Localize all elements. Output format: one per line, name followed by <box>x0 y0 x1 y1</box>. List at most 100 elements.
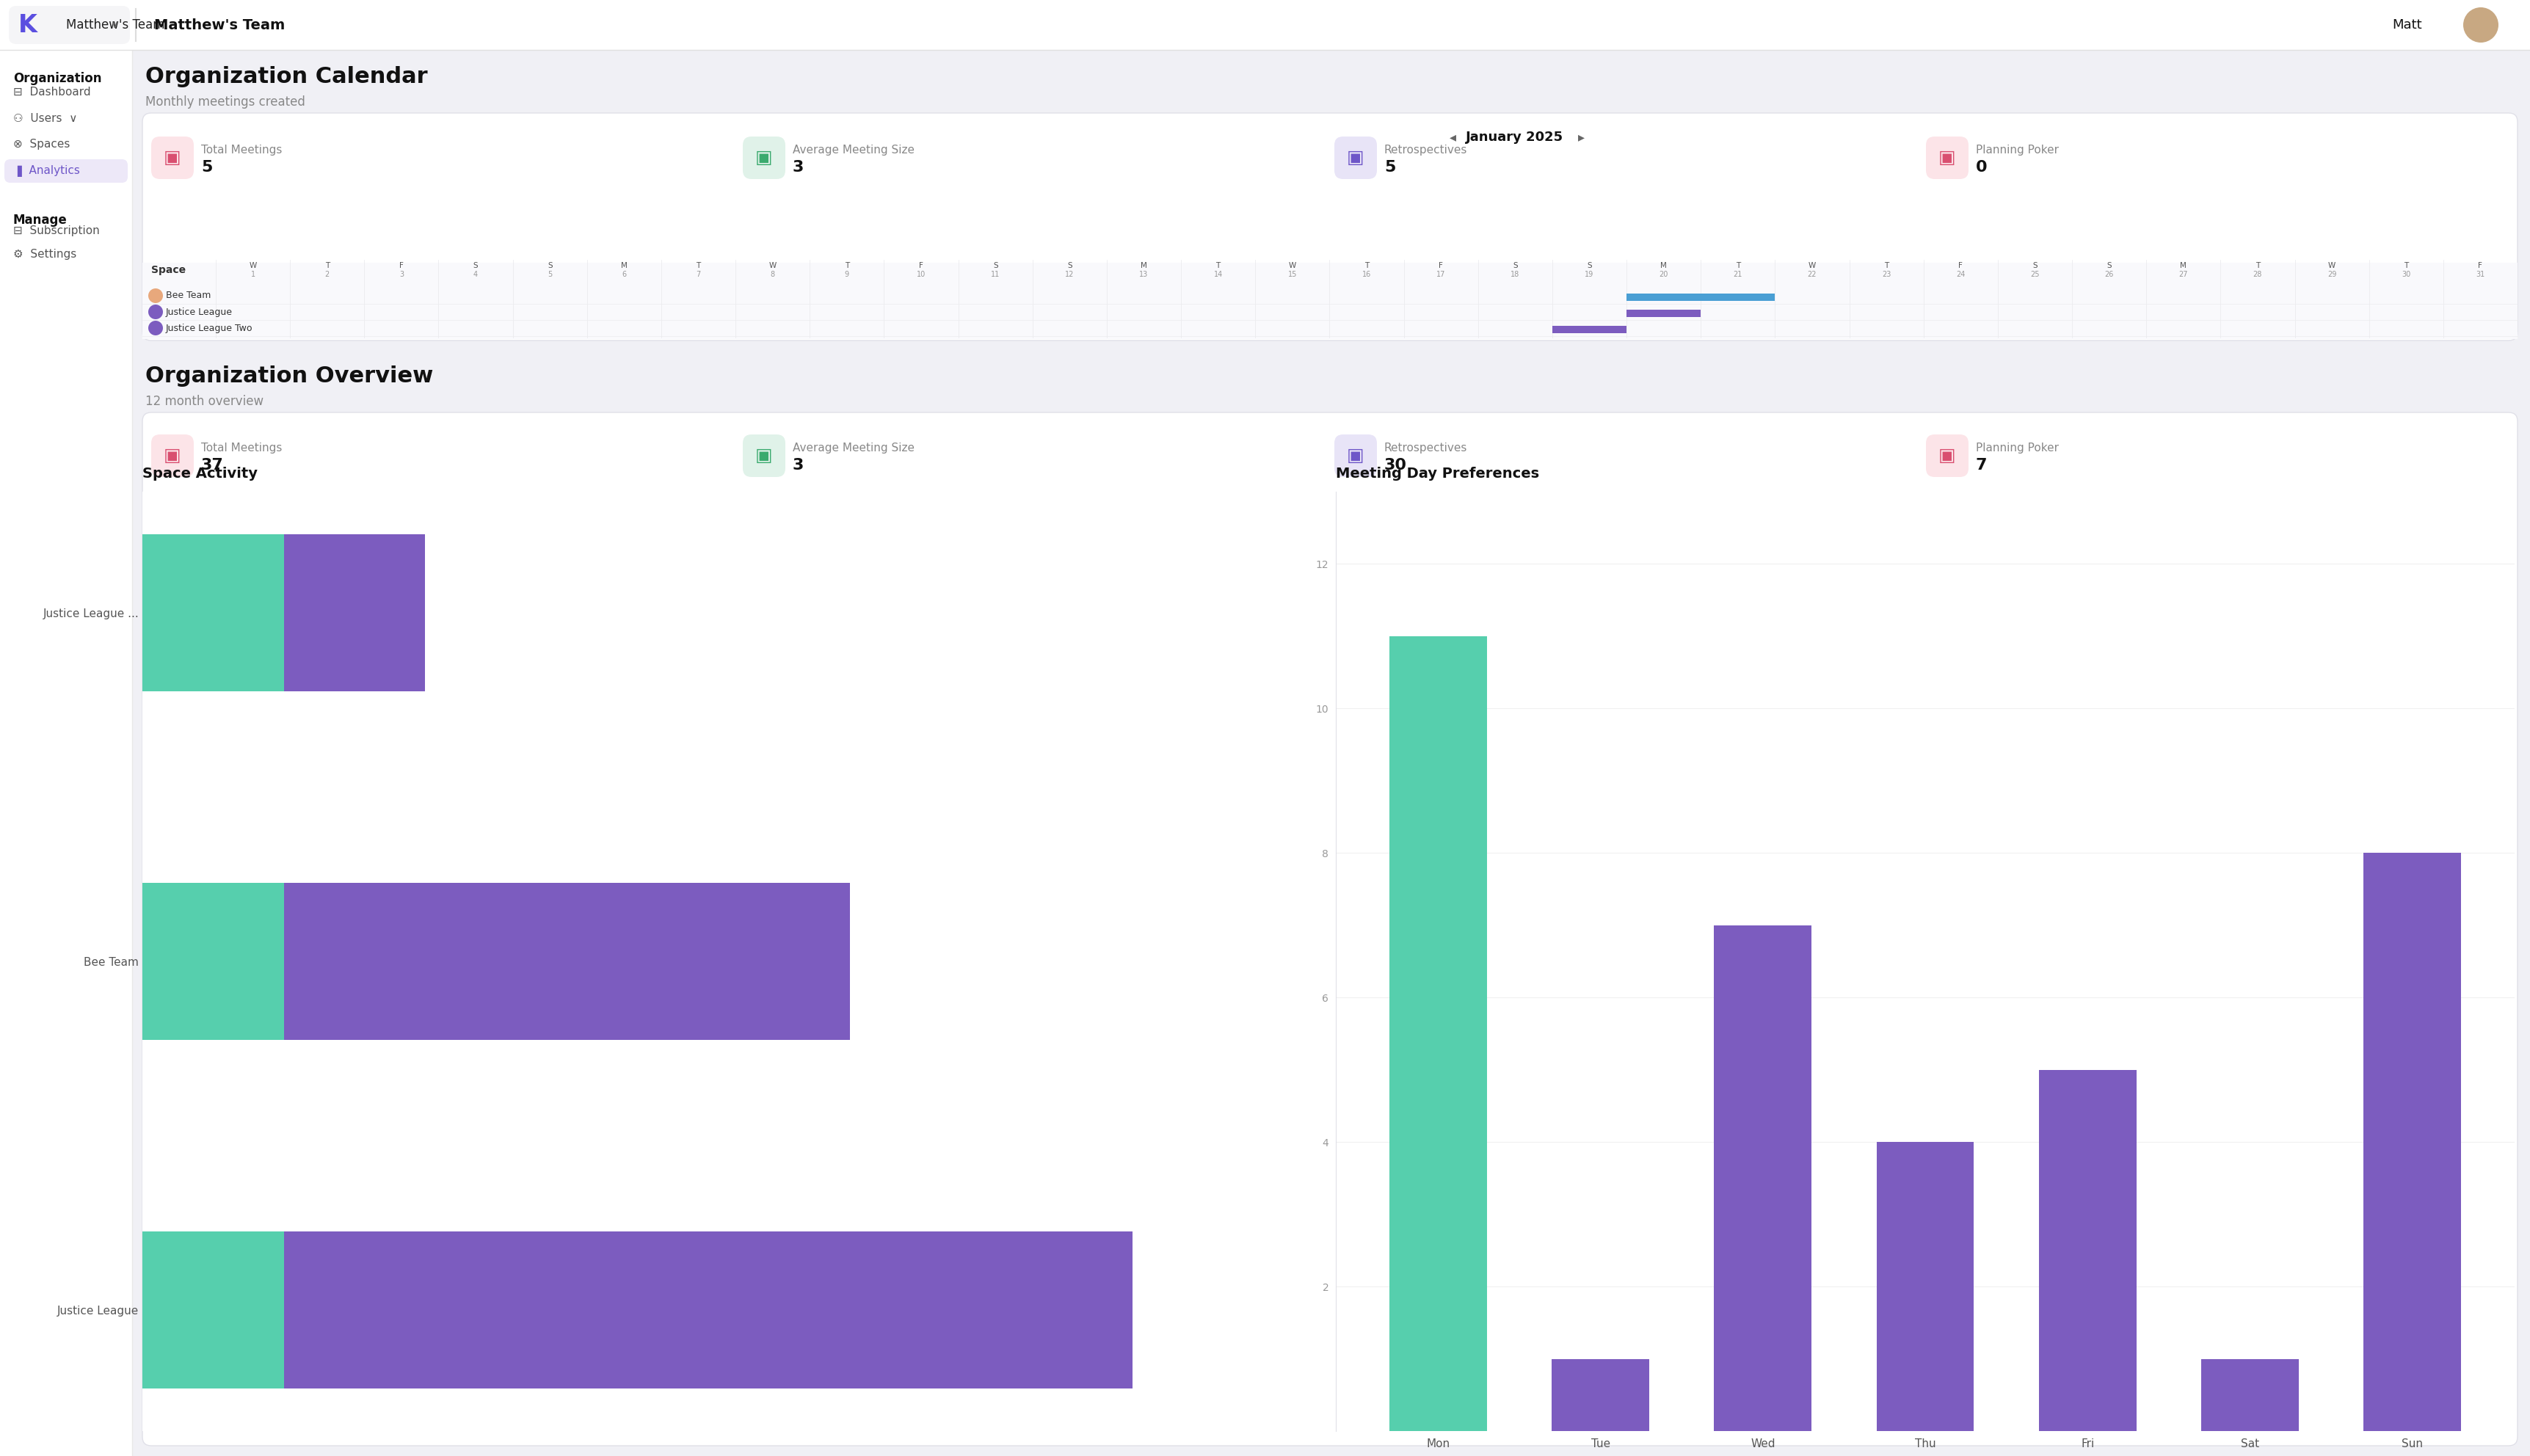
Text: W: W <box>1809 262 1817 269</box>
Text: 23: 23 <box>1882 271 1890 278</box>
FancyBboxPatch shape <box>152 434 195 478</box>
Text: ▣: ▣ <box>754 149 772 166</box>
Text: 18: 18 <box>1510 271 1518 278</box>
Text: M: M <box>2178 262 2186 269</box>
Text: 25: 25 <box>2029 271 2039 278</box>
Text: 19: 19 <box>1584 271 1594 278</box>
Text: ⊟  Subscription: ⊟ Subscription <box>13 226 99 237</box>
Bar <box>283 882 850 1040</box>
Text: Average Meeting Size: Average Meeting Size <box>792 443 913 453</box>
FancyBboxPatch shape <box>142 114 2517 341</box>
Text: 24: 24 <box>1956 271 1966 278</box>
Text: Matt: Matt <box>2391 19 2421 32</box>
Text: 5: 5 <box>546 271 552 278</box>
Text: ▣: ▣ <box>164 149 182 166</box>
Text: S: S <box>1068 262 1073 269</box>
Text: Matthew's Team: Matthew's Team <box>154 17 286 32</box>
Text: 16: 16 <box>1361 271 1371 278</box>
Text: 14: 14 <box>1214 271 1222 278</box>
Bar <box>283 1232 1133 1389</box>
Text: Space Activity: Space Activity <box>142 466 258 480</box>
Text: F: F <box>1440 262 1442 269</box>
Text: 31: 31 <box>2474 271 2484 278</box>
Text: January 2025: January 2025 <box>1465 131 1564 144</box>
Text: ⊗  Spaces: ⊗ Spaces <box>13 140 71 150</box>
Text: 3: 3 <box>792 160 805 175</box>
Bar <box>1551 326 1627 333</box>
Text: 1: 1 <box>250 271 256 278</box>
Text: ▣: ▣ <box>1346 149 1364 166</box>
Text: Manage: Manage <box>13 214 68 227</box>
Text: T: T <box>1214 262 1219 269</box>
Text: 37: 37 <box>200 459 223 473</box>
Text: ▣: ▣ <box>1938 149 1956 166</box>
Text: Retrospectives: Retrospectives <box>1384 443 1467 453</box>
FancyBboxPatch shape <box>1333 434 1376 478</box>
Circle shape <box>149 304 162 319</box>
FancyBboxPatch shape <box>1925 137 1968 179</box>
Bar <box>1389 636 1488 1431</box>
Text: Organization: Organization <box>13 71 101 84</box>
Text: S: S <box>1513 262 1518 269</box>
Text: T: T <box>324 262 329 269</box>
Text: 30: 30 <box>2401 271 2411 278</box>
Circle shape <box>2462 7 2497 42</box>
Text: W: W <box>1288 262 1295 269</box>
FancyBboxPatch shape <box>142 262 2517 339</box>
Text: Average Meeting Size: Average Meeting Size <box>792 144 913 156</box>
FancyBboxPatch shape <box>744 434 784 478</box>
Bar <box>2039 1070 2135 1431</box>
Text: 10: 10 <box>916 271 926 278</box>
FancyBboxPatch shape <box>1333 137 1376 179</box>
Text: M: M <box>1141 262 1146 269</box>
Bar <box>2363 853 2459 1431</box>
Text: ▐  Analytics: ▐ Analytics <box>13 165 81 176</box>
Text: T: T <box>1736 262 1741 269</box>
Text: F: F <box>2477 262 2482 269</box>
Text: S: S <box>2032 262 2037 269</box>
FancyBboxPatch shape <box>1925 434 1968 478</box>
Text: 22: 22 <box>1806 271 1817 278</box>
Text: 29: 29 <box>2328 271 2335 278</box>
FancyBboxPatch shape <box>142 412 2517 1446</box>
Text: ⊟  Dashboard: ⊟ Dashboard <box>13 86 91 98</box>
Text: 5: 5 <box>1384 160 1394 175</box>
Text: 2: 2 <box>324 271 329 278</box>
Circle shape <box>149 288 162 303</box>
FancyBboxPatch shape <box>0 0 2530 50</box>
FancyBboxPatch shape <box>0 50 132 1456</box>
Text: ∨: ∨ <box>111 19 119 31</box>
Text: Justice League Two: Justice League Two <box>167 323 253 333</box>
Text: W: W <box>2328 262 2335 269</box>
Text: Matthew's Team: Matthew's Team <box>66 19 164 32</box>
Text: Bee Team: Bee Team <box>167 291 210 300</box>
Text: 27: 27 <box>2178 271 2188 278</box>
Text: W: W <box>769 262 777 269</box>
Text: S: S <box>992 262 997 269</box>
Text: 20: 20 <box>1660 271 1667 278</box>
Bar <box>2201 1358 2297 1431</box>
Text: 7: 7 <box>696 271 701 278</box>
FancyBboxPatch shape <box>152 137 195 179</box>
Text: 26: 26 <box>2105 271 2113 278</box>
Text: 13: 13 <box>1138 271 1149 278</box>
Text: S: S <box>1586 262 1591 269</box>
Text: 28: 28 <box>2252 271 2262 278</box>
Text: 3: 3 <box>792 459 805 473</box>
Text: W: W <box>248 262 256 269</box>
Text: T: T <box>845 262 850 269</box>
Text: 9: 9 <box>845 271 850 278</box>
Text: 5: 5 <box>200 160 213 175</box>
Text: 12: 12 <box>1065 271 1073 278</box>
Text: 21: 21 <box>1733 271 1743 278</box>
FancyBboxPatch shape <box>8 6 129 44</box>
Text: Justice League: Justice League <box>167 307 233 316</box>
Text: S: S <box>473 262 478 269</box>
Bar <box>1551 1358 1650 1431</box>
Text: Planning Poker: Planning Poker <box>1976 144 2059 156</box>
Text: ▣: ▣ <box>164 447 182 464</box>
Bar <box>1713 925 1811 1431</box>
Text: ▸: ▸ <box>1576 131 1584 144</box>
Text: M: M <box>620 262 627 269</box>
Text: T: T <box>1364 262 1369 269</box>
